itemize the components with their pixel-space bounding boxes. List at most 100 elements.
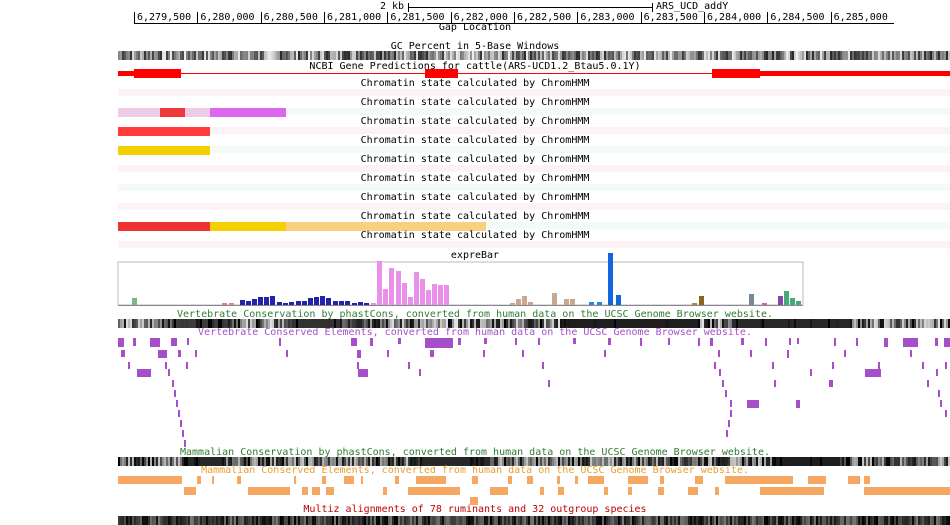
gc-percent-bar[interactable] <box>622 51 624 60</box>
vertebrate-conserved-element[interactable] <box>178 350 181 357</box>
mammalian-conservation-bar[interactable] <box>502 457 504 466</box>
multiz-alignment-bar[interactable] <box>642 516 644 525</box>
mammalian-conservation-bar[interactable] <box>792 457 794 466</box>
mammalian-conservation-bar[interactable] <box>920 457 922 466</box>
gc-percent-bar[interactable] <box>530 51 532 60</box>
multiz-alignment-bar[interactable] <box>578 516 580 525</box>
multiz-alignment-bar[interactable] <box>746 516 748 525</box>
mammalian-conservation-bar[interactable] <box>594 457 596 466</box>
multiz-alignment-bar[interactable] <box>908 516 910 525</box>
vertebrate-conservation-bar[interactable] <box>118 319 120 328</box>
mammalian-conservation-bar[interactable] <box>754 457 756 466</box>
gc-percent-bar[interactable] <box>276 51 278 60</box>
multiz-alignment-bar[interactable] <box>234 516 236 525</box>
gc-percent-bar[interactable] <box>514 51 516 60</box>
gc-percent-bar[interactable] <box>380 51 382 60</box>
vertebrate-conservation-bar[interactable] <box>230 319 232 328</box>
mammalian-conservation-bar[interactable] <box>514 457 516 466</box>
mammalian-conservation-bar[interactable] <box>818 457 820 466</box>
vertebrate-conservation-bar[interactable] <box>432 319 434 328</box>
gc-percent-bar[interactable] <box>216 51 218 60</box>
multiz-alignment-bar[interactable] <box>848 516 850 525</box>
vertebrate-conservation-bar[interactable] <box>808 319 810 328</box>
vertebrate-conservation-bar[interactable] <box>704 319 706 328</box>
gc-percent-bar[interactable] <box>398 51 400 60</box>
multiz-alignment-bar[interactable] <box>862 516 864 525</box>
vertebrate-conservation-bar[interactable] <box>832 319 834 328</box>
mammalian-conservation-bar[interactable] <box>832 457 834 466</box>
mammalian-conservation-bar[interactable] <box>804 457 806 466</box>
vertebrate-conservation-bar[interactable] <box>902 319 904 328</box>
mammalian-conserved-element[interactable] <box>212 476 214 484</box>
mammalian-conservation-bar[interactable] <box>196 457 198 466</box>
vertebrate-conservation-bar[interactable] <box>840 319 842 328</box>
multiz-alignment-bar[interactable] <box>742 516 744 525</box>
gc-percent-bar[interactable] <box>242 51 244 60</box>
vertebrate-conservation-bar[interactable] <box>448 319 450 328</box>
vertebrate-conservation-bar[interactable] <box>610 319 612 328</box>
multiz-track-label[interactable]: Multiz alignments of 78 ruminants and 32… <box>303 504 647 515</box>
gc-percent-bar[interactable] <box>520 51 522 60</box>
mammalian-conservation-bar[interactable] <box>424 457 426 466</box>
gc-percent-bar[interactable] <box>632 51 634 60</box>
gc-percent-bar[interactable] <box>638 51 640 60</box>
mammalian-conservation-bar[interactable] <box>306 457 308 466</box>
mammalian-conservation-bar[interactable] <box>612 457 614 466</box>
mammalian-conservation-bar[interactable] <box>398 457 400 466</box>
gc-percent-bar[interactable] <box>498 51 500 60</box>
multiz-alignment-bar[interactable] <box>638 516 640 525</box>
gc-percent-bar[interactable] <box>668 51 670 60</box>
mammalian-conserved-element[interactable] <box>197 476 201 484</box>
vertebrate-conserved-element[interactable] <box>728 420 730 427</box>
mammalian-conservation-bar[interactable] <box>228 457 230 466</box>
gc-percent-bar[interactable] <box>932 51 934 60</box>
gc-percent-bar[interactable] <box>606 51 608 60</box>
vertebrate-conservation-bar[interactable] <box>200 319 202 328</box>
gc-percent-bar[interactable] <box>410 51 412 60</box>
multiz-alignment-bar[interactable] <box>696 516 698 525</box>
vertebrate-conserved-element[interactable] <box>573 338 576 344</box>
exprebar-bar[interactable] <box>132 298 137 305</box>
vertebrate-conservation-bar[interactable] <box>362 319 364 328</box>
mammalian-conservation-bar[interactable] <box>212 457 214 466</box>
vertebrate-conservation-bar[interactable] <box>850 319 852 328</box>
gc-percent-bar[interactable] <box>270 51 272 60</box>
multiz-alignment-bar[interactable] <box>510 516 512 525</box>
gc-percent-bar[interactable] <box>948 51 950 60</box>
gc-percent-bar[interactable] <box>930 51 932 60</box>
mammalian-conservation-bar[interactable] <box>692 457 694 466</box>
mammalian-conservation-bar[interactable] <box>256 457 258 466</box>
mammalian-conservation-bar[interactable] <box>360 457 362 466</box>
gc-percent-bar[interactable] <box>620 51 622 60</box>
gc-percent-bar[interactable] <box>212 51 214 60</box>
multiz-alignment-bar[interactable] <box>272 516 274 525</box>
multiz-alignment-bar[interactable] <box>716 516 718 525</box>
vertebrate-conservation-bar[interactable] <box>388 319 390 328</box>
exprebar-bar[interactable] <box>784 291 789 305</box>
gc-percent-bar[interactable] <box>158 51 160 60</box>
mammalian-conservation-bar[interactable] <box>378 457 380 466</box>
vertebrate-conservation-bar[interactable] <box>754 319 756 328</box>
gc-percent-bar[interactable] <box>382 51 384 60</box>
vertebrate-conservation-bar[interactable] <box>606 319 608 328</box>
mammalian-conservation-bar[interactable] <box>412 457 414 466</box>
vertebrate-conservation-bar[interactable] <box>442 319 444 328</box>
multiz-alignment-bar[interactable] <box>264 516 266 525</box>
multiz-alignment-bar[interactable] <box>408 516 410 525</box>
gc-percent-bar[interactable] <box>288 51 290 60</box>
multiz-alignment-bar[interactable] <box>140 516 142 525</box>
vertebrate-conservation-bar[interactable] <box>550 319 552 328</box>
mammalian-conservation-bar[interactable] <box>346 457 348 466</box>
multiz-alignment-bar[interactable] <box>170 516 172 525</box>
vertebrate-conservation-bar[interactable] <box>474 319 476 328</box>
vertebrate-conservation-bar[interactable] <box>514 319 516 328</box>
mammalian-conservation-bar[interactable] <box>884 457 886 466</box>
vertebrate-conservation-bar[interactable] <box>912 319 914 328</box>
mammalian-conservation-bar[interactable] <box>620 457 622 466</box>
multiz-alignment-bar[interactable] <box>910 516 912 525</box>
vertebrate-conservation-bar[interactable] <box>870 319 872 328</box>
chromatin-row-background[interactable] <box>118 127 950 134</box>
gc-percent-bar[interactable] <box>768 51 770 60</box>
mammalian-conservation-bar[interactable] <box>120 457 122 466</box>
vertebrate-conservation-bar[interactable] <box>822 319 824 328</box>
